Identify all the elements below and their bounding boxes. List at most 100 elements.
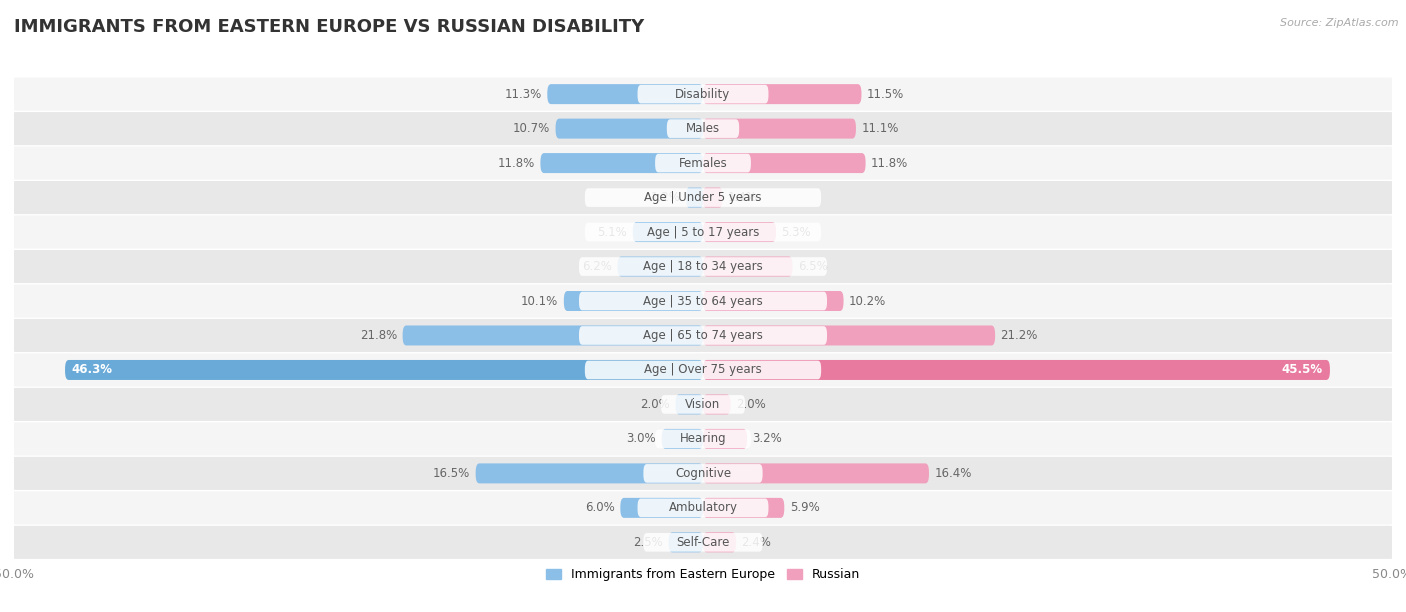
FancyBboxPatch shape <box>10 526 1396 559</box>
FancyBboxPatch shape <box>540 153 703 173</box>
FancyBboxPatch shape <box>585 188 821 207</box>
FancyBboxPatch shape <box>703 187 723 207</box>
FancyBboxPatch shape <box>644 464 762 483</box>
Text: 1.2%: 1.2% <box>651 191 681 204</box>
FancyBboxPatch shape <box>65 360 703 380</box>
Legend: Immigrants from Eastern Europe, Russian: Immigrants from Eastern Europe, Russian <box>541 563 865 586</box>
Text: Disability: Disability <box>675 88 731 100</box>
FancyBboxPatch shape <box>620 498 703 518</box>
Text: 2.4%: 2.4% <box>741 536 772 549</box>
FancyBboxPatch shape <box>662 429 703 449</box>
FancyBboxPatch shape <box>10 491 1396 524</box>
Text: 10.7%: 10.7% <box>513 122 550 135</box>
Text: Females: Females <box>679 157 727 170</box>
FancyBboxPatch shape <box>579 326 827 345</box>
FancyBboxPatch shape <box>703 84 862 104</box>
FancyBboxPatch shape <box>10 112 1396 145</box>
FancyBboxPatch shape <box>703 222 776 242</box>
Text: 5.9%: 5.9% <box>790 501 820 514</box>
FancyBboxPatch shape <box>703 463 929 483</box>
Text: 6.2%: 6.2% <box>582 260 612 273</box>
Text: 3.0%: 3.0% <box>627 433 657 446</box>
Text: 5.1%: 5.1% <box>598 226 627 239</box>
FancyBboxPatch shape <box>703 256 793 277</box>
FancyBboxPatch shape <box>10 146 1396 180</box>
FancyBboxPatch shape <box>703 153 866 173</box>
Text: Age | 35 to 64 years: Age | 35 to 64 years <box>643 294 763 307</box>
FancyBboxPatch shape <box>703 498 785 518</box>
FancyBboxPatch shape <box>675 395 703 414</box>
Text: Self-Care: Self-Care <box>676 536 730 549</box>
Text: Ambulatory: Ambulatory <box>668 501 738 514</box>
Text: 2.0%: 2.0% <box>640 398 669 411</box>
Text: 1.4%: 1.4% <box>728 191 758 204</box>
FancyBboxPatch shape <box>637 85 769 103</box>
FancyBboxPatch shape <box>10 215 1396 248</box>
FancyBboxPatch shape <box>585 223 821 241</box>
FancyBboxPatch shape <box>703 119 856 138</box>
FancyBboxPatch shape <box>579 257 827 276</box>
FancyBboxPatch shape <box>669 532 703 553</box>
Text: 16.5%: 16.5% <box>433 467 470 480</box>
Text: 10.1%: 10.1% <box>522 294 558 307</box>
FancyBboxPatch shape <box>10 181 1396 214</box>
FancyBboxPatch shape <box>547 84 703 104</box>
FancyBboxPatch shape <box>655 154 751 173</box>
Text: 3.2%: 3.2% <box>752 433 782 446</box>
FancyBboxPatch shape <box>10 457 1396 490</box>
FancyBboxPatch shape <box>703 360 1330 380</box>
FancyBboxPatch shape <box>10 388 1396 421</box>
Text: 11.5%: 11.5% <box>868 88 904 100</box>
FancyBboxPatch shape <box>10 285 1396 318</box>
FancyBboxPatch shape <box>10 250 1396 283</box>
Text: Males: Males <box>686 122 720 135</box>
FancyBboxPatch shape <box>10 319 1396 352</box>
Text: 5.3%: 5.3% <box>782 226 811 239</box>
FancyBboxPatch shape <box>703 395 731 414</box>
Text: 21.2%: 21.2% <box>1001 329 1038 342</box>
FancyBboxPatch shape <box>10 422 1396 455</box>
Text: 2.0%: 2.0% <box>737 398 766 411</box>
Text: 16.4%: 16.4% <box>935 467 972 480</box>
FancyBboxPatch shape <box>666 119 740 138</box>
FancyBboxPatch shape <box>644 533 762 551</box>
Text: 2.5%: 2.5% <box>633 536 664 549</box>
FancyBboxPatch shape <box>10 353 1396 387</box>
FancyBboxPatch shape <box>703 532 737 553</box>
Text: 11.8%: 11.8% <box>498 157 534 170</box>
Text: 21.8%: 21.8% <box>360 329 396 342</box>
FancyBboxPatch shape <box>402 326 703 346</box>
FancyBboxPatch shape <box>579 292 827 310</box>
FancyBboxPatch shape <box>686 187 703 207</box>
FancyBboxPatch shape <box>703 291 844 311</box>
Text: Age | 18 to 34 years: Age | 18 to 34 years <box>643 260 763 273</box>
FancyBboxPatch shape <box>555 119 703 138</box>
Text: Hearing: Hearing <box>679 433 727 446</box>
Text: Age | 65 to 74 years: Age | 65 to 74 years <box>643 329 763 342</box>
Text: 45.5%: 45.5% <box>1282 364 1323 376</box>
FancyBboxPatch shape <box>617 256 703 277</box>
Text: 11.8%: 11.8% <box>872 157 908 170</box>
Text: Age | Over 75 years: Age | Over 75 years <box>644 364 762 376</box>
FancyBboxPatch shape <box>703 429 747 449</box>
Text: 11.1%: 11.1% <box>862 122 898 135</box>
Text: IMMIGRANTS FROM EASTERN EUROPE VS RUSSIAN DISABILITY: IMMIGRANTS FROM EASTERN EUROPE VS RUSSIA… <box>14 18 644 36</box>
Text: 10.2%: 10.2% <box>849 294 886 307</box>
Text: 11.3%: 11.3% <box>505 88 541 100</box>
Text: Age | 5 to 17 years: Age | 5 to 17 years <box>647 226 759 239</box>
Text: 46.3%: 46.3% <box>72 364 112 376</box>
FancyBboxPatch shape <box>475 463 703 483</box>
Text: Source: ZipAtlas.com: Source: ZipAtlas.com <box>1281 18 1399 28</box>
FancyBboxPatch shape <box>703 326 995 346</box>
Text: Cognitive: Cognitive <box>675 467 731 480</box>
FancyBboxPatch shape <box>655 430 751 448</box>
Text: 6.0%: 6.0% <box>585 501 614 514</box>
FancyBboxPatch shape <box>661 395 745 414</box>
Text: Age | Under 5 years: Age | Under 5 years <box>644 191 762 204</box>
FancyBboxPatch shape <box>585 360 821 379</box>
FancyBboxPatch shape <box>564 291 703 311</box>
FancyBboxPatch shape <box>637 499 769 517</box>
Text: Vision: Vision <box>685 398 721 411</box>
FancyBboxPatch shape <box>633 222 703 242</box>
FancyBboxPatch shape <box>10 78 1396 111</box>
